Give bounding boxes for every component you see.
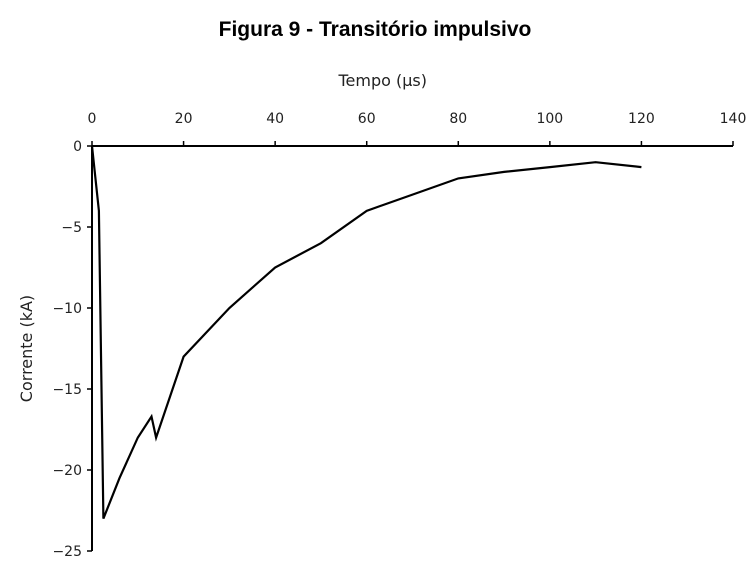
data-point (98, 210, 100, 212)
data-point (151, 416, 153, 418)
ticks: 0 20 40 60 80 100 120 140 0 −5 −10 −15 −20 −25 (52, 111, 746, 560)
data-point (457, 177, 459, 179)
y-tick-label: −25 (52, 544, 82, 560)
data-point (595, 161, 597, 163)
x-tick-label: 0 (88, 111, 97, 127)
data-point (228, 307, 230, 309)
x-tick-label: 80 (449, 111, 467, 127)
x-tick-label: 120 (628, 111, 655, 127)
data-point (102, 518, 104, 520)
y-tick-label: 0 (73, 139, 82, 155)
data-point (155, 437, 157, 439)
data-point (320, 242, 322, 244)
data-point (118, 477, 120, 479)
data-point (549, 166, 551, 168)
y-tick-label: −10 (52, 301, 82, 317)
x-tick-label: 60 (358, 111, 376, 127)
data-point (412, 194, 414, 196)
x-tick-label: 20 (175, 111, 193, 127)
y-tick-label: −5 (61, 220, 82, 236)
x-axis-title: Tempo (µs) (337, 71, 427, 90)
axes (91, 145, 733, 551)
data-point (366, 210, 368, 212)
x-tick-label: 40 (266, 111, 284, 127)
data-point (640, 166, 642, 168)
data-point (91, 145, 93, 147)
data-point (183, 356, 185, 358)
data-point (137, 437, 139, 439)
figure-caption: Figura 9 - Transitório impulsivo (218, 18, 532, 41)
series-layer (90, 145, 642, 520)
series-line (90, 145, 642, 520)
data-point (274, 267, 276, 269)
y-axis-title: Corrente (kA) (17, 295, 36, 402)
y-tick-label: −15 (52, 382, 82, 398)
x-tick-label: 140 (720, 111, 747, 127)
y-tick-label: −20 (52, 463, 82, 479)
data-point (503, 171, 505, 173)
x-tick-label: 100 (536, 111, 563, 127)
